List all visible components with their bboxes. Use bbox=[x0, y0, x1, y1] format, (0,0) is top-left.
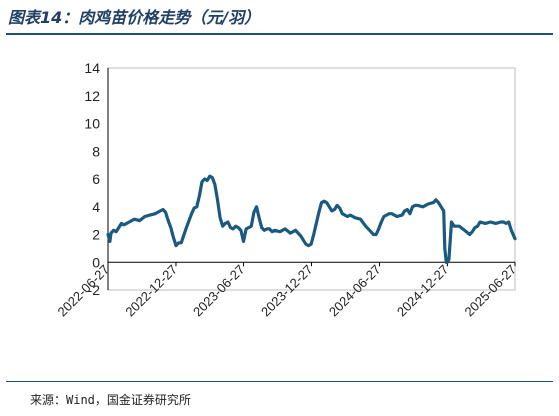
y-tick-label: 10 bbox=[84, 116, 100, 132]
x-tick-label: 2024-06-27 bbox=[326, 262, 384, 320]
y-tick-label: 12 bbox=[84, 88, 100, 104]
x-tick-labels: 2022-06-27 2022-12-27 2023-06-27 2023-12-27… bbox=[54, 262, 519, 320]
x-tick-label: 2023-06-27 bbox=[190, 262, 248, 320]
y-tick-label: 0 bbox=[92, 254, 100, 270]
source-note: 来源：Wind，国金证券研究所 bbox=[30, 393, 191, 407]
figure-title: 图表14：肉鸡苗价格走势（元/羽） bbox=[8, 8, 261, 27]
title-rule bbox=[6, 33, 553, 35]
y-tick-label: 4 bbox=[92, 199, 100, 215]
y-tick-label: 6 bbox=[92, 171, 100, 187]
series-line bbox=[106, 174, 517, 264]
x-tick-label: 2023-12-27 bbox=[258, 262, 316, 320]
x-tick-label: 2025-06-27 bbox=[461, 262, 519, 320]
source-rule bbox=[6, 381, 553, 382]
y-tick-label: -2 bbox=[88, 282, 101, 298]
y-tick-labels: -2 0 2 4 6 8 10 12 14 bbox=[84, 60, 100, 298]
plot-frame bbox=[107, 67, 516, 291]
y-tick-label: 8 bbox=[92, 143, 100, 159]
y-tick-label: 2 bbox=[92, 227, 100, 243]
y-tick-label: 14 bbox=[84, 60, 100, 76]
x-tick-label: 2022-12-27 bbox=[122, 262, 180, 320]
x-tick-label: 2022-06-27 bbox=[54, 262, 112, 320]
x-tick-label: 2024-12-27 bbox=[394, 262, 452, 320]
